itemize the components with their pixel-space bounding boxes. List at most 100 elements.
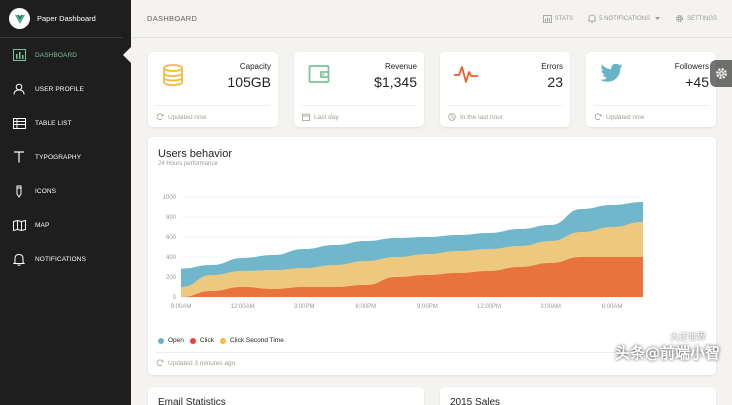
stat-footer-text: Updated now — [606, 113, 645, 121]
x-tick-label: 3:00PM — [294, 304, 315, 310]
divider — [302, 105, 416, 106]
sidebar-item-label: NOTIFICATIONS — [35, 255, 87, 263]
chart-legend: Open Click Click Second Time — [158, 337, 290, 344]
stat-footer: Last day — [302, 113, 339, 121]
gear-icon — [675, 14, 684, 23]
divider — [594, 105, 708, 106]
table-list-icon — [12, 116, 26, 130]
notifications-dropdown[interactable]: 5 NOTIFICATIONS — [588, 14, 660, 23]
divider — [448, 105, 562, 106]
area-click — [181, 257, 643, 297]
gear-icon — [715, 67, 728, 80]
refresh-icon — [594, 113, 602, 121]
divider — [156, 105, 270, 106]
legend-label: Click Second Time — [230, 337, 284, 344]
chart-title: Users behavior — [158, 148, 232, 160]
stat-card-followers: Followers +45 Updated now — [586, 52, 716, 127]
watermark-small: 大迁世界 — [669, 333, 706, 343]
card-title: Email Statistics — [158, 397, 226, 405]
bell-icon — [12, 252, 26, 266]
stat-footer: In the last hour — [448, 113, 503, 121]
pulse-icon — [454, 64, 478, 89]
stat-label: Revenue — [384, 62, 417, 71]
x-tick-label: 6:00AM — [602, 304, 623, 310]
stats-link[interactable]: STATS — [542, 14, 574, 23]
y-tick-label: 0 — [173, 295, 177, 301]
sidebar-item-label: DASHBOARD — [35, 51, 78, 59]
brand-logo — [9, 8, 30, 29]
stat-card-capacity: Capacity 105GB Updated now — [148, 52, 278, 127]
active-indicator — [123, 47, 131, 63]
x-tick-label: 9:00PM — [417, 304, 438, 310]
sidebar-item-label: USER PROFILE — [35, 85, 84, 93]
y-tick-label: 600 — [166, 235, 177, 241]
divider — [156, 352, 708, 353]
vue-logo-icon — [14, 14, 25, 24]
map-icon — [12, 218, 26, 232]
y-tick-label: 1000 — [163, 195, 177, 201]
legend-dot — [158, 337, 164, 344]
stat-value: 105GB — [227, 74, 271, 90]
chart-subtitle: 24 Hours performance — [158, 161, 218, 167]
sidebar-item-icons[interactable]: ICONS — [0, 174, 131, 208]
page-title: DASHBOARD — [147, 14, 198, 23]
legend-item-click: Click — [189, 337, 214, 344]
sidebar-nav: DASHBOARD USER PROFILE TABLE LIST TYPOGR… — [0, 38, 131, 276]
stat-footer-text: Last day — [314, 113, 339, 121]
users-behavior-card: Users behavior 24 Hours performance 0 200… — [148, 137, 716, 375]
settings-link[interactable]: SETTINGS — [675, 14, 717, 23]
email-statistics-card: Email Statistics — [148, 387, 424, 405]
stat-footer-text: In the last hour — [460, 113, 503, 121]
stat-card-revenue: Revenue $1,345 Last day — [294, 52, 424, 127]
sidebar: Paper Dashboard DASHBOARD USER PROFILE T… — [0, 0, 131, 405]
stat-label: Errors — [541, 62, 563, 71]
sidebar-item-typography[interactable]: TYPOGRAPHY — [0, 140, 131, 174]
stat-label: Capacity — [239, 62, 271, 71]
sidebar-item-map[interactable]: MAP — [0, 208, 131, 242]
twitter-icon — [600, 63, 624, 89]
topbar: DASHBOARD STATS 5 NOTIFICATIONS SETTINGS — [131, 0, 732, 38]
legend-label: Click — [199, 337, 214, 344]
legend-dot — [189, 337, 196, 344]
pencil-icon — [12, 184, 26, 198]
x-tick-label: 12:00AM — [231, 304, 255, 310]
sidebar-item-table-list[interactable]: TABLE LIST — [0, 106, 131, 140]
bar-chart-icon — [12, 48, 26, 62]
users-behavior-chart: 0 200 400 600 800 1000 9:00AM 12:00AM 3:00PM 6:00… — [163, 195, 643, 310]
stat-value: 23 — [547, 74, 563, 90]
y-tick-label: 200 — [166, 275, 177, 281]
calendar-icon — [302, 113, 310, 121]
fixed-plugin-toggle[interactable] — [710, 60, 732, 87]
sidebar-item-label: TYPOGRAPHY — [35, 153, 82, 161]
stat-footer: Updated now — [156, 113, 206, 121]
x-tick-label: 6:00PM — [355, 304, 376, 310]
notifications-label: 5 NOTIFICATIONS — [599, 15, 650, 22]
wallet-icon — [308, 64, 330, 89]
legend-item-open: Open — [158, 337, 184, 344]
watermark: 头条@前端小智 — [614, 344, 720, 362]
brand[interactable]: Paper Dashboard — [0, 0, 123, 38]
stat-value: $1,345 — [374, 74, 417, 90]
stats-label: STATS — [554, 15, 574, 22]
sidebar-item-user-profile[interactable]: USER PROFILE — [0, 72, 131, 106]
y-tick-label: 400 — [166, 255, 177, 261]
refresh-icon — [156, 113, 164, 121]
sidebar-item-notifications[interactable]: NOTIFICATIONS — [0, 242, 131, 276]
x-tick-label: 9:00AM — [171, 304, 192, 310]
bell-icon — [588, 14, 597, 23]
stat-value: +45 — [685, 74, 709, 90]
sidebar-item-label: TABLE LIST — [35, 119, 72, 127]
sidebar-item-dashboard[interactable]: DASHBOARD — [0, 38, 131, 72]
card-title: 2015 Sales — [450, 397, 501, 405]
settings-label: SETTINGS — [686, 15, 717, 22]
user-icon — [12, 82, 26, 96]
clock-icon — [448, 113, 456, 121]
stat-footer: Updated now — [594, 113, 644, 121]
x-tick-label: 12:00PM — [477, 304, 501, 310]
legend-dot — [220, 337, 226, 344]
sales-card: 2015 Sales — [440, 387, 716, 405]
brand-name: Paper Dashboard — [37, 14, 96, 23]
sidebar-item-label: ICONS — [35, 187, 57, 195]
stats-icon — [542, 14, 552, 23]
database-icon — [162, 64, 184, 91]
